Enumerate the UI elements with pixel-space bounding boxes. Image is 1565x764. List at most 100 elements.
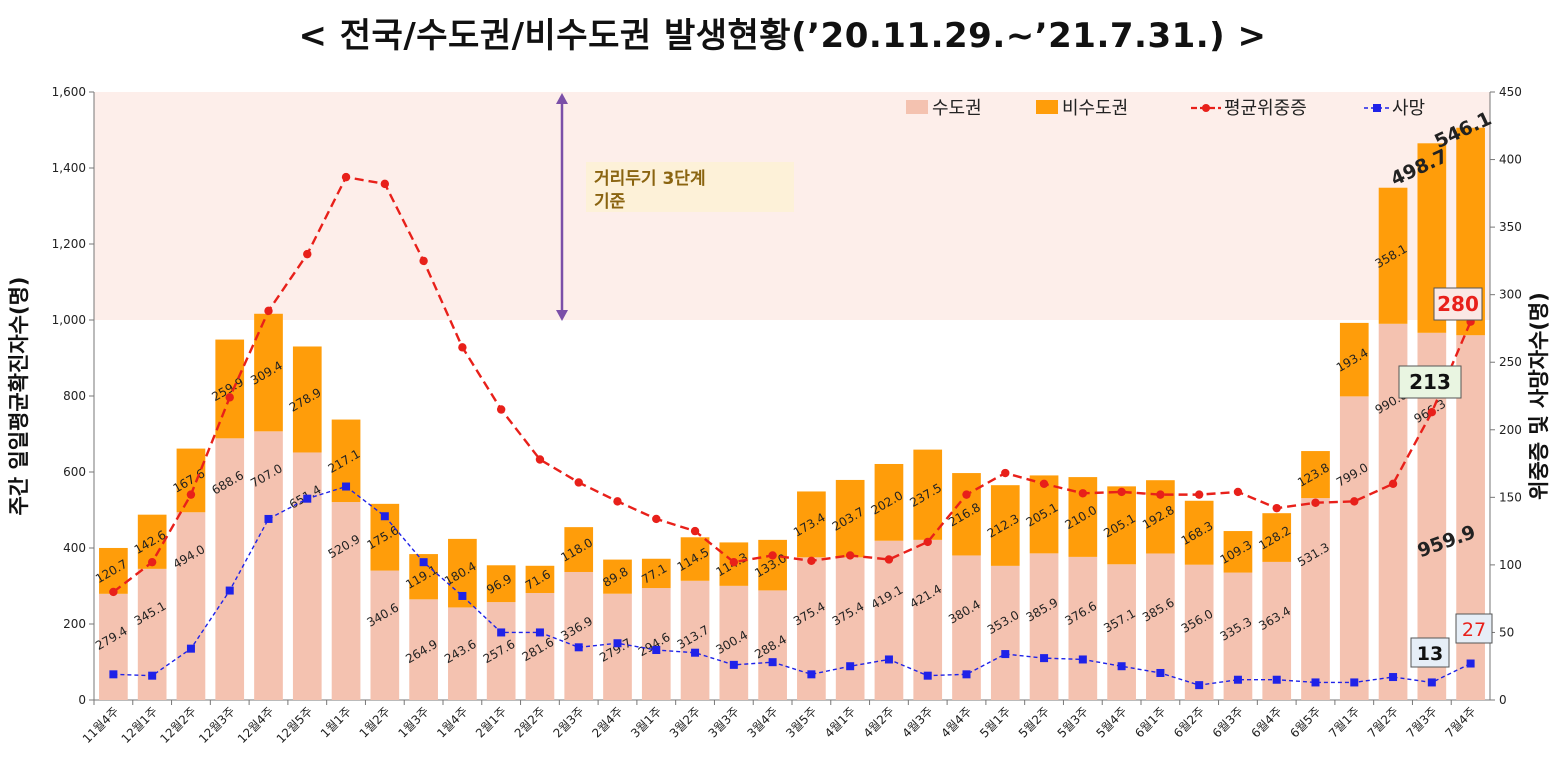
point-사망	[535, 628, 544, 637]
callout-box-severe-last	[1433, 287, 1483, 321]
point-사망	[1195, 681, 1204, 690]
annotation-text-line2: 기준	[594, 192, 626, 212]
bar-수도권	[835, 557, 865, 700]
x-tick-label: 12월2주	[157, 704, 199, 746]
bar-수도권	[331, 502, 361, 700]
point-사망	[380, 512, 389, 521]
point-평균위중증	[380, 179, 390, 189]
x-tick-label: 7월1주	[1326, 704, 1362, 740]
point-평균위중증	[419, 256, 428, 266]
point-평균위중증	[1350, 497, 1359, 506]
bar-수도권	[370, 570, 400, 700]
right-tick-label: 0	[1499, 693, 1507, 707]
x-tick-label: 1월4주	[434, 704, 470, 740]
point-평균위중증	[303, 249, 312, 259]
bar-비수도권	[1301, 451, 1330, 499]
point-평균위중증	[1388, 479, 1398, 489]
bar-비수도권	[835, 479, 865, 558]
left-tick-label: 1,200	[52, 237, 86, 251]
bar-비수도권	[525, 565, 555, 593]
bar-비수도권	[1378, 187, 1408, 324]
bar-비수도권	[758, 539, 787, 591]
bar-수도권	[1068, 556, 1098, 700]
bar-비수도권	[99, 547, 128, 594]
x-tick-label: 12월5주	[274, 704, 316, 746]
x-tick-label: 12월4주	[235, 704, 277, 746]
point-평균위중증	[884, 555, 894, 564]
legend-label-사망: 사망	[1392, 98, 1425, 119]
right-tick-label: 450	[1499, 85, 1522, 99]
point-사망	[846, 662, 855, 671]
point-사망	[264, 514, 273, 523]
bar-수도권	[1146, 553, 1175, 700]
bar-수도권	[797, 557, 826, 700]
x-tick-label: 6월1주	[1132, 704, 1168, 740]
point-평균위중증	[574, 478, 583, 487]
x-tick-label: 6월2주	[1171, 704, 1207, 740]
point-평균위중증	[1233, 487, 1243, 497]
point-사망	[186, 644, 195, 653]
point-사망	[458, 591, 467, 600]
bar-비수도권	[641, 558, 671, 589]
right-tick-label: 300	[1499, 288, 1522, 302]
legend-marker-사망	[1373, 104, 1381, 112]
x-tick-label: 2월3주	[551, 704, 587, 740]
left-tick-label: 800	[63, 389, 86, 403]
annotation-text-line1: 거리두기 3단계	[594, 169, 706, 189]
point-사망	[1389, 673, 1398, 682]
point-사망	[497, 628, 506, 637]
left-axis-title: 주간 일일평균확진자수(명)	[7, 276, 31, 515]
point-사망	[1001, 650, 1010, 659]
callout-사망-7월4주: 27	[1462, 619, 1486, 641]
bar-수도권	[409, 599, 438, 700]
point-평균위중증	[729, 557, 739, 567]
left-tick-label: 0	[78, 693, 86, 707]
point-사망	[109, 670, 118, 679]
legend-label-수도권: 수도권	[932, 98, 982, 119]
right-tick-label: 400	[1499, 153, 1522, 167]
point-사망	[652, 646, 661, 655]
x-tick-label: 12월1주	[119, 704, 161, 746]
legend-label-비수도권: 비수도권	[1062, 98, 1128, 119]
x-tick-label: 5월2주	[1016, 704, 1052, 740]
x-tick-label: 7월2주	[1365, 704, 1401, 740]
bar-수도권	[137, 568, 167, 700]
bar-비수도권	[1107, 486, 1136, 565]
point-평균위중증	[845, 551, 855, 560]
point-평균위중증	[768, 551, 777, 560]
point-평균위중증	[147, 557, 157, 567]
bar-비수도권	[215, 339, 245, 439]
callout-사망-7월3주: 13	[1417, 643, 1443, 665]
bar-수도권	[1029, 553, 1059, 700]
point-평균위중증	[496, 405, 506, 414]
bar-수도권	[641, 588, 671, 700]
x-tick-label: 4월2주	[861, 704, 897, 740]
point-사망	[1427, 678, 1436, 687]
bar-비수도권	[874, 463, 904, 541]
x-tick-label: 7월3주	[1404, 704, 1440, 740]
x-tick-label: 5월3주	[1055, 704, 1091, 740]
bar-수도권	[525, 592, 555, 700]
point-사망	[1466, 659, 1475, 668]
point-사망	[1040, 654, 1049, 663]
x-tick-label: 3월1주	[628, 704, 664, 740]
point-평균위중증	[690, 526, 700, 536]
x-tick-label: 7월4주	[1442, 704, 1478, 740]
legend-label-평균위중증: 평균위중증	[1224, 98, 1307, 119]
bar-수도권	[254, 431, 283, 700]
point-사망	[1272, 675, 1281, 684]
x-tick-label: 3월4주	[744, 704, 780, 740]
point-사망	[1311, 678, 1320, 687]
point-사망	[225, 586, 234, 595]
point-평균위중증	[1001, 468, 1010, 478]
point-평균위중증	[962, 490, 971, 499]
point-사망	[923, 671, 932, 680]
point-사망	[691, 648, 700, 657]
right-tick-label: 150	[1499, 490, 1522, 504]
point-사망	[962, 670, 971, 679]
bar-비수도권	[952, 473, 981, 556]
x-tick-label: 11월4주	[80, 704, 122, 746]
point-사망	[768, 658, 777, 667]
point-평균위중증	[1194, 490, 1204, 499]
